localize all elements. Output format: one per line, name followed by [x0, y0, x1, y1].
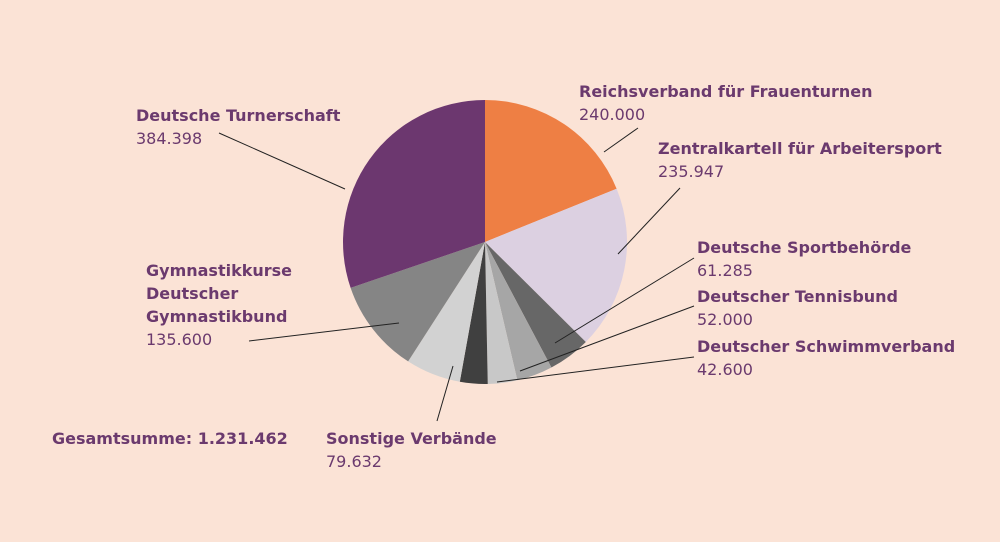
label-schwimmverband-value: 42.600 [697, 360, 753, 379]
pie-slice-5 [459, 242, 488, 384]
leader-line-gymnastik [248, 322, 400, 342]
label-gymnastik-name: Gymnastikkurse Deutscher Gymnastikbund [146, 261, 293, 326]
leader-line-turnerschaft [218, 132, 346, 190]
label-sportbehoerde: Deutsche Sportbehörde 61.285 [697, 236, 911, 282]
label-reichsverband: Reichsverband für Frauenturnen 240.000 [579, 80, 873, 126]
label-tennisbund: Deutscher Tennisbund 52.000 [697, 285, 898, 331]
leader-line-sonstige [436, 365, 454, 422]
label-sonstige: Sonstige Verbände 79.632 [326, 427, 497, 473]
leader-line-zentralkartell [617, 187, 681, 255]
leader-lines [218, 127, 695, 422]
label-schwimmverband: Deutscher Schwimmverband 42.600 [697, 335, 955, 381]
label-gymnastik-value: 135.600 [146, 330, 213, 349]
label-schwimmverband-name: Deutscher Schwimmverband [697, 337, 956, 356]
label-turnerschaft: Deutsche Turnerschaft 384.398 [136, 104, 340, 150]
pie-slice-1 [485, 188, 628, 342]
label-reichsverband-name: Reichsverband für Frauenturnen [579, 82, 873, 101]
pie-slice-7 [350, 242, 485, 362]
label-reichsverband-value: 240.000 [579, 105, 646, 124]
total-label: Gesamtsumme: 1.231.462 [52, 429, 288, 448]
pie-slice-2 [485, 242, 586, 368]
label-sonstige-name: Sonstige Verbände [326, 429, 497, 448]
leader-line-schwimmverband [496, 356, 695, 383]
label-zentralkartell: Zentralkartell für Arbeitersport 235.947 [658, 137, 942, 183]
label-zentralkartell-value: 235.947 [658, 162, 725, 181]
pie-slice-3 [485, 242, 552, 381]
label-sportbehoerde-value: 61.285 [697, 261, 753, 280]
pie-slice-0 [485, 100, 617, 242]
leader-line-tennisbund [519, 305, 695, 372]
leader-line-sportbehoerde [554, 257, 695, 344]
label-sportbehoerde-name: Deutsche Sportbehörde [697, 238, 912, 257]
leader-line-reichsverband [603, 127, 639, 153]
label-gymnastik: Gymnastikkurse Deutscher Gymnastikbund 1… [146, 259, 292, 351]
pie-slice-6 [408, 242, 485, 382]
pie-slice-4 [485, 242, 518, 384]
label-turnerschaft-name: Deutsche Turnerschaft [136, 106, 341, 125]
label-zentralkartell-name: Zentralkartell für Arbeitersport [658, 139, 942, 158]
pie-slices [343, 100, 628, 384]
label-tennisbund-value: 52.000 [697, 310, 753, 329]
pie-slice-8 [343, 100, 485, 288]
label-tennisbund-name: Deutscher Tennisbund [697, 287, 898, 306]
label-turnerschaft-value: 384.398 [136, 129, 203, 148]
label-sonstige-value: 79.632 [326, 452, 382, 471]
